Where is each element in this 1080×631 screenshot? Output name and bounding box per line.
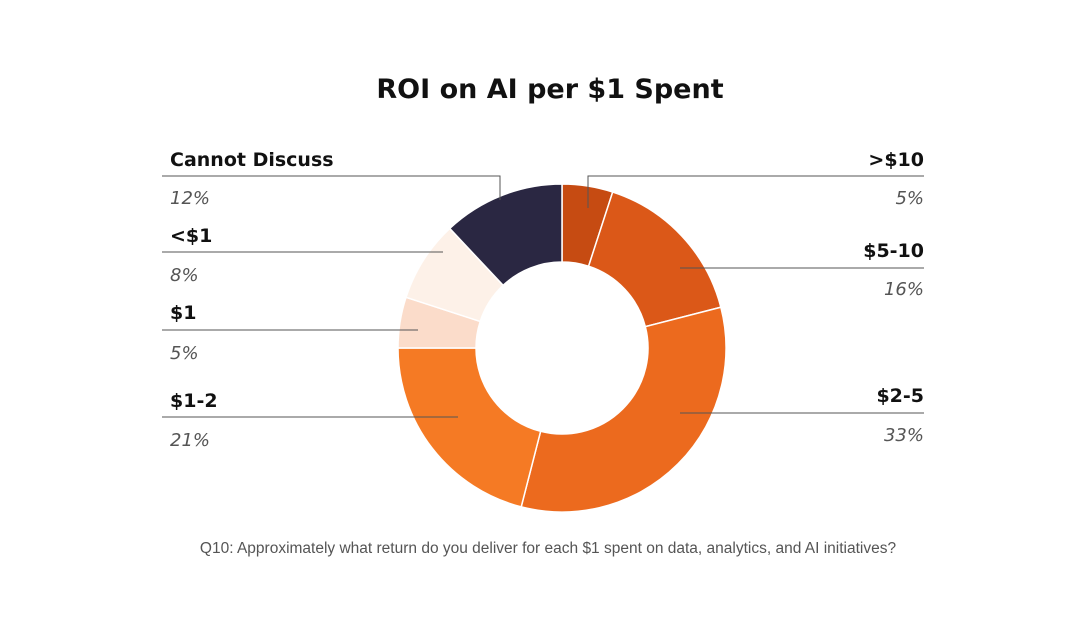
chart-caption: Q10: Approximately what return do you de… bbox=[199, 540, 897, 557]
slice-value-5: 8% bbox=[170, 265, 199, 286]
slice-value-6: 12% bbox=[170, 188, 210, 209]
slice-label-2: $2-5 bbox=[876, 385, 924, 407]
slice-label-5: <$1 bbox=[170, 225, 212, 247]
slice-value-3: 21% bbox=[170, 430, 210, 451]
slice-6 bbox=[448, 183, 563, 287]
slice-label-6: Cannot Discuss bbox=[170, 149, 334, 171]
slice-value-1: 16% bbox=[884, 279, 924, 300]
labels-layer: >$10 5% $5-10 16% $2-5 33% $1-2 21% $1 5% <$1 8% Can… bbox=[170, 149, 924, 451]
slice-1 bbox=[587, 191, 722, 328]
slice-label-1: $5-10 bbox=[863, 240, 924, 262]
slices-layer bbox=[397, 183, 727, 513]
slice-label-4: $1 bbox=[170, 302, 196, 324]
slice-3 bbox=[397, 347, 542, 508]
chart-title: ROI on AI per $1 Spent bbox=[376, 74, 724, 105]
leader-line-0 bbox=[587, 175, 924, 208]
leader-lines-layer bbox=[162, 175, 924, 418]
slice-value-2: 33% bbox=[884, 425, 924, 446]
slice-2 bbox=[520, 306, 727, 513]
slice-label-0: >$10 bbox=[868, 149, 924, 171]
slice-label-3: $1-2 bbox=[170, 390, 218, 412]
leader-line-6 bbox=[162, 175, 501, 200]
slice-value-4: 5% bbox=[170, 343, 199, 364]
slice-value-0: 5% bbox=[895, 188, 924, 209]
